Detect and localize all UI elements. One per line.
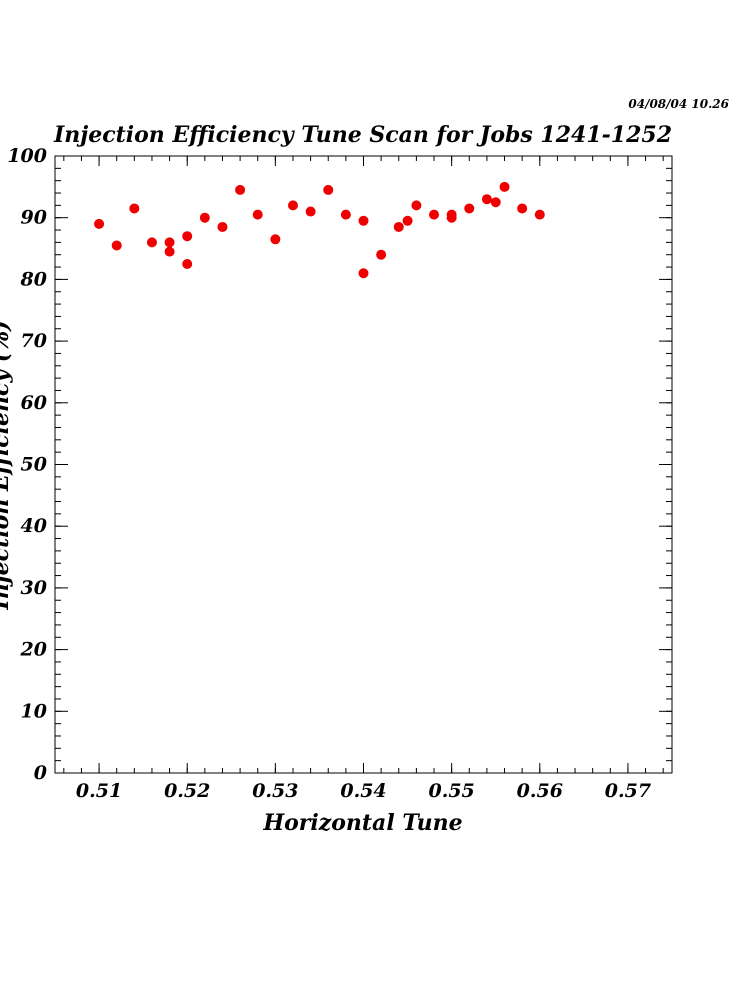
x-tick-label: 0.52 <box>164 780 210 802</box>
y-tick-label: 90 <box>21 207 47 229</box>
data-point <box>517 203 528 214</box>
data-point <box>182 231 193 242</box>
y-axis-label: Injection Efficiency (%) <box>0 320 14 610</box>
y-tick-label: 0 <box>34 762 47 784</box>
data-point <box>287 200 298 211</box>
x-tick-label: 0.55 <box>429 780 475 802</box>
data-point <box>534 209 545 220</box>
y-tick-label: 30 <box>21 577 47 599</box>
data-point <box>446 209 457 220</box>
y-tick-labels: 0 10 20 30 40 50 60 70 80 90 100 <box>7 145 47 784</box>
x-axis-label: Horizontal Tune <box>262 810 462 836</box>
y-tick-label: 20 <box>20 639 47 661</box>
data-point <box>490 197 501 208</box>
data-point <box>464 203 475 214</box>
data-point <box>146 237 157 248</box>
data-point <box>429 209 440 220</box>
data-point <box>411 200 422 211</box>
data-point <box>402 215 413 226</box>
data-point <box>358 268 369 279</box>
y-tick-label: 80 <box>20 268 47 290</box>
data-point <box>164 237 175 248</box>
x-tick-labels: 0.51 0.52 0.53 0.54 0.55 0.56 0.57 <box>76 780 651 802</box>
timestamp: 04/08/04 10.26 <box>628 97 729 111</box>
data-point <box>481 194 492 205</box>
chart-title: Injection Efficiency Tune Scan for Jobs … <box>53 122 672 148</box>
y-tick-label: 10 <box>21 700 47 722</box>
data-point <box>358 215 369 226</box>
y-tick-label: 50 <box>21 454 47 476</box>
data-point <box>129 203 140 214</box>
x-tick-label: 0.53 <box>252 780 298 802</box>
data-point <box>323 184 334 195</box>
data-point <box>182 258 193 269</box>
axis-ticks <box>55 155 672 774</box>
data-points <box>94 181 545 279</box>
data-point <box>94 218 105 229</box>
x-tick-label: 0.51 <box>76 780 122 802</box>
plot-frame <box>54 155 673 774</box>
data-point <box>111 240 122 251</box>
data-point <box>199 212 210 223</box>
data-point <box>376 249 387 260</box>
x-tick-label: 0.56 <box>517 780 563 802</box>
data-point <box>393 221 404 232</box>
y-tick-label: 100 <box>7 145 47 167</box>
data-point <box>235 184 246 195</box>
data-point <box>164 246 175 257</box>
data-point <box>217 221 228 232</box>
data-point <box>499 181 510 192</box>
x-tick-label: 0.54 <box>340 780 386 802</box>
y-tick-label: 70 <box>21 330 47 352</box>
data-point <box>305 206 316 217</box>
data-point <box>270 234 281 245</box>
x-tick-label: 0.57 <box>605 780 651 802</box>
y-tick-label: 60 <box>21 392 47 414</box>
y-tick-label: 40 <box>21 515 47 537</box>
data-point <box>340 209 351 220</box>
data-point <box>252 209 263 220</box>
